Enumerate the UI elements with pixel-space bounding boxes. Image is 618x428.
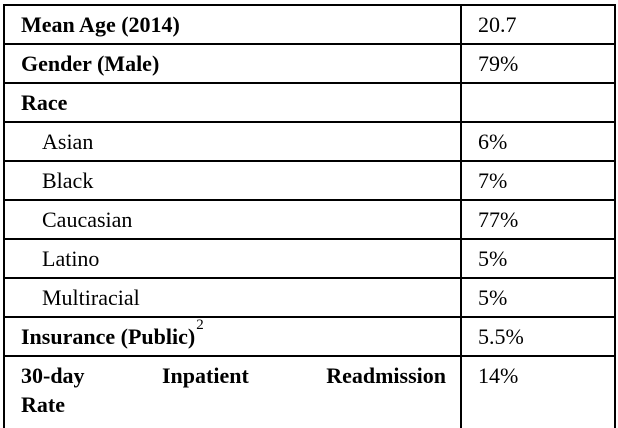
value-text: 5%: [478, 246, 508, 272]
characteristic-cell: Gender (Male): [3, 43, 462, 85]
footnote-marker: 2: [196, 317, 204, 334]
value-cell: [460, 82, 616, 124]
value-cell: 79%: [460, 43, 616, 85]
characteristic-label: Mean Age (2014): [21, 12, 180, 37]
table-row: 30-day Inpatient Readmission Rate 14%: [3, 355, 616, 428]
characteristic-label: Gender (Male): [21, 51, 160, 77]
table-row: Race: [3, 82, 616, 124]
value-text: 14%: [478, 363, 519, 389]
value-text: 5.5%: [478, 324, 524, 350]
characteristic-cell: Insurance (Public)2: [3, 316, 462, 358]
characteristic-cell: Asian: [3, 121, 462, 163]
characteristic-cell: Black: [3, 160, 462, 202]
characteristic-label: Multiracial: [42, 285, 140, 311]
table-row: Mean Age (2014) 20.7: [3, 3, 616, 46]
value-text: 5%: [478, 285, 508, 311]
demographics-table: Mean Age (2014) 20.7 Gender (Male) 79% R…: [3, 3, 616, 428]
value-cell: 20.7: [460, 3, 616, 46]
value-cell: 5%: [460, 277, 616, 319]
value-text: 7%: [478, 168, 508, 194]
characteristic-label: Insurance (Public): [21, 324, 196, 350]
value-cell: 77%: [460, 199, 616, 241]
characteristic-label: Race: [21, 90, 68, 116]
value-cell: 14%: [460, 355, 616, 428]
characteristic-label-line1: 30-day Inpatient Readmission: [21, 363, 446, 389]
characteristic-label: Latino: [42, 246, 100, 272]
value-cell: 7%: [460, 160, 616, 202]
table-row: Insurance (Public)2 5.5%: [3, 316, 616, 358]
characteristic-cell: Latino: [3, 238, 462, 280]
characteristic-cell: Caucasian: [3, 199, 462, 241]
characteristic-label: Caucasian: [42, 207, 133, 233]
characteristic-label: 30-day Inpatient Readmission Rate: [21, 361, 452, 419]
value-cell: 5%: [460, 238, 616, 280]
value-cell: 5.5%: [460, 316, 616, 358]
value-text: 6%: [478, 129, 508, 155]
stats-table-body: Mean Age (2014) 20.7 Gender (Male) 79% R…: [3, 3, 616, 428]
characteristic-cell: Mean Age (2014): [3, 3, 462, 46]
characteristic-label: Black: [42, 168, 94, 194]
table-row: Multiracial 5%: [3, 277, 616, 319]
table-row: Latino 5%: [3, 238, 616, 280]
table-row: Caucasian 77%: [3, 199, 616, 241]
characteristic-cell: 30-day Inpatient Readmission Rate: [3, 355, 462, 428]
characteristic-cell: Multiracial: [3, 277, 462, 319]
value-text: 79%: [478, 51, 519, 77]
value-text: 20.7: [478, 12, 517, 37]
value-cell: 6%: [460, 121, 616, 163]
table-row: Gender (Male) 79%: [3, 43, 616, 85]
table-row: Asian 6%: [3, 121, 616, 163]
characteristic-label: Asian: [42, 129, 94, 155]
characteristic-label-line2: Rate: [21, 392, 65, 418]
characteristic-cell: Race: [3, 82, 462, 124]
value-text: 77%: [478, 207, 519, 233]
table-row: Black 7%: [3, 160, 616, 202]
